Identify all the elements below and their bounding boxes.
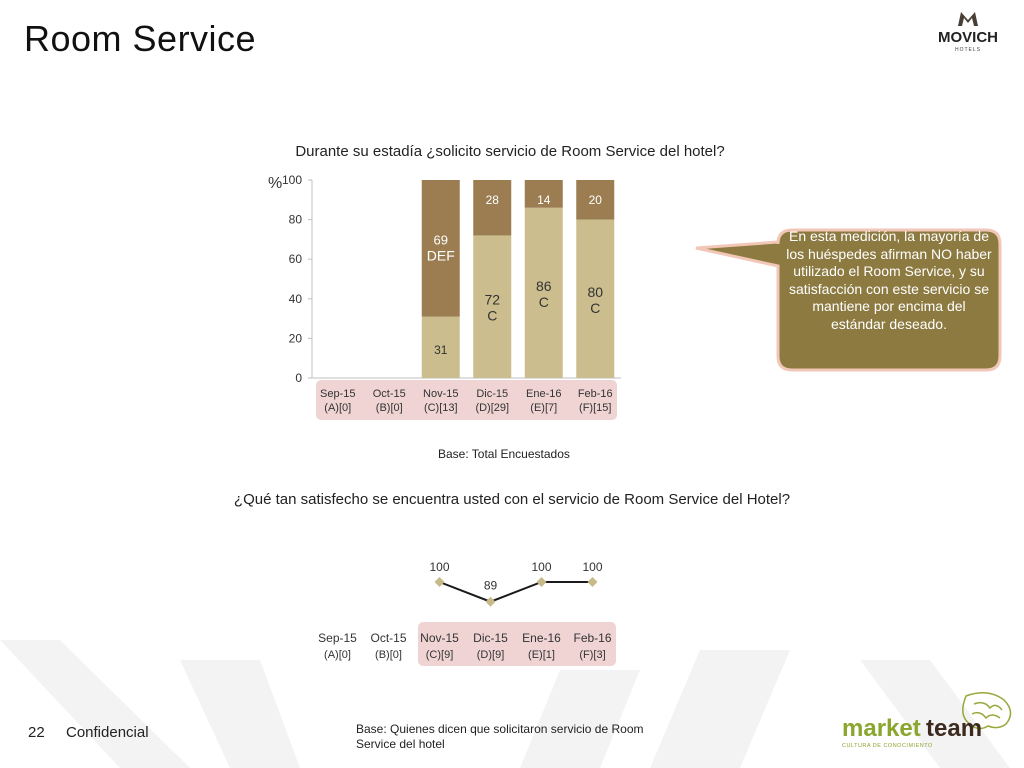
base-note-2: Base: Quienes dicen que solicitaron serv… [356, 722, 644, 751]
data-label: 28 [486, 193, 500, 207]
data-point-marker [587, 577, 598, 587]
x-category-label: Ene-16 [522, 631, 561, 645]
x-category-sublabel: (D)[29] [475, 402, 509, 414]
x-category-sublabel: (E)[7] [530, 402, 557, 414]
page-title: Room Service [24, 18, 257, 59]
data-label: 69 [434, 232, 448, 247]
data-label: 100 [582, 560, 602, 574]
bar-si [421, 180, 460, 317]
x-category-label: Nov-15 [420, 631, 459, 645]
line-chart: 100 89 100 100 Sep-15 (A)[0] Oct-15 (B)[0] Nov-… [318, 560, 616, 666]
callout-shape [695, 228, 1002, 372]
data-label: 80 [587, 284, 603, 300]
x-category-sublabel: (C)[9] [426, 649, 454, 661]
significance-label: C [590, 300, 600, 316]
y-tick-label: 20 [289, 331, 303, 345]
significance-label: DEF [427, 247, 455, 263]
data-label: 100 [429, 560, 449, 574]
satisfaction-line [439, 581, 593, 603]
svg-text:market: market [842, 715, 921, 742]
y-tick-label: 100 [282, 173, 302, 187]
y-tick-label: 0 [295, 371, 302, 385]
svg-text:MOVICH: MOVICH [938, 29, 998, 46]
x-category-sublabel: (B)[0] [376, 402, 403, 414]
x-category-label: Ene-16 [526, 388, 561, 400]
category-highlight-band [316, 380, 617, 420]
question-1-title: Durante su estadía ¿solicito servicio de… [295, 143, 725, 160]
x-category-label: Sep-15 [320, 388, 355, 400]
x-category-sublabel: (A)[0] [324, 649, 351, 661]
data-point-marker [434, 577, 445, 587]
x-category-sublabel: (E)[1] [528, 649, 555, 661]
x-category-sublabel: (F)[3] [579, 649, 605, 661]
x-category-sublabel: (C)[13] [424, 402, 458, 414]
svg-text:HOTELS: HOTELS [955, 47, 981, 53]
x-category-label: Feb-16 [578, 388, 613, 400]
x-category-label: Feb-16 [573, 631, 611, 645]
bar-no [576, 219, 615, 378]
bar-si [524, 180, 563, 208]
footer-label: Confidencial [66, 724, 149, 741]
bar-no [421, 316, 460, 378]
marketteam-logo: market team CULTURA DE CONOCIMIENTO [842, 692, 1012, 749]
bar-si [576, 180, 615, 220]
bar-no [473, 235, 512, 378]
movich-logo: MOVICH HOTELS [938, 12, 998, 53]
svg-text:CULTURA DE CONOCIMIENTO: CULTURA DE CONOCIMIENTO [842, 743, 933, 749]
brain-icon [962, 692, 1012, 730]
x-category-sublabel: (F)[15] [579, 402, 611, 414]
movich-emblem-icon [958, 12, 978, 26]
data-label: 86 [536, 278, 552, 294]
x-category-sublabel: (D)[9] [477, 649, 505, 661]
x-category-label: Oct-15 [373, 388, 406, 400]
data-point-marker [485, 596, 496, 607]
data-label: 89 [484, 579, 498, 593]
data-label: 20 [589, 193, 603, 207]
page-number: 22 [28, 724, 45, 741]
y-tick-label: 60 [289, 252, 303, 266]
bar-si [473, 180, 512, 236]
x-category-label: Dic-15 [473, 631, 508, 645]
question-2-title: ¿Qué tan satisfecho se encuentra usted c… [233, 491, 791, 508]
y-tick-label: 40 [289, 292, 303, 306]
y-axis-label: % [268, 175, 282, 192]
callout-text: En esta medición, la mayoría de los hués… [786, 228, 992, 332]
data-point-marker [536, 577, 547, 587]
category-highlight-band [418, 622, 616, 666]
significance-label: C [487, 308, 497, 324]
svg-text:team: team [926, 715, 982, 742]
x-category-label: Dic-15 [476, 388, 508, 400]
data-label: 31 [434, 343, 448, 357]
data-label: 14 [537, 193, 551, 207]
bar-no [524, 207, 563, 378]
y-tick-label: 80 [289, 213, 303, 227]
callout-bubble: En esta medición, la mayoría de los hués… [695, 228, 1002, 372]
x-category-sublabel: (A)[0] [324, 402, 351, 414]
base-note-1: Base: Total Encuestados [438, 447, 570, 461]
x-category-label: Oct-15 [370, 631, 406, 645]
x-category-sublabel: (B)[0] [375, 649, 402, 661]
x-category-label: Nov-15 [423, 388, 458, 400]
significance-label: C [539, 294, 549, 310]
data-label: 72 [484, 292, 500, 308]
x-category-label: Sep-15 [318, 631, 357, 645]
data-label: 100 [531, 560, 551, 574]
